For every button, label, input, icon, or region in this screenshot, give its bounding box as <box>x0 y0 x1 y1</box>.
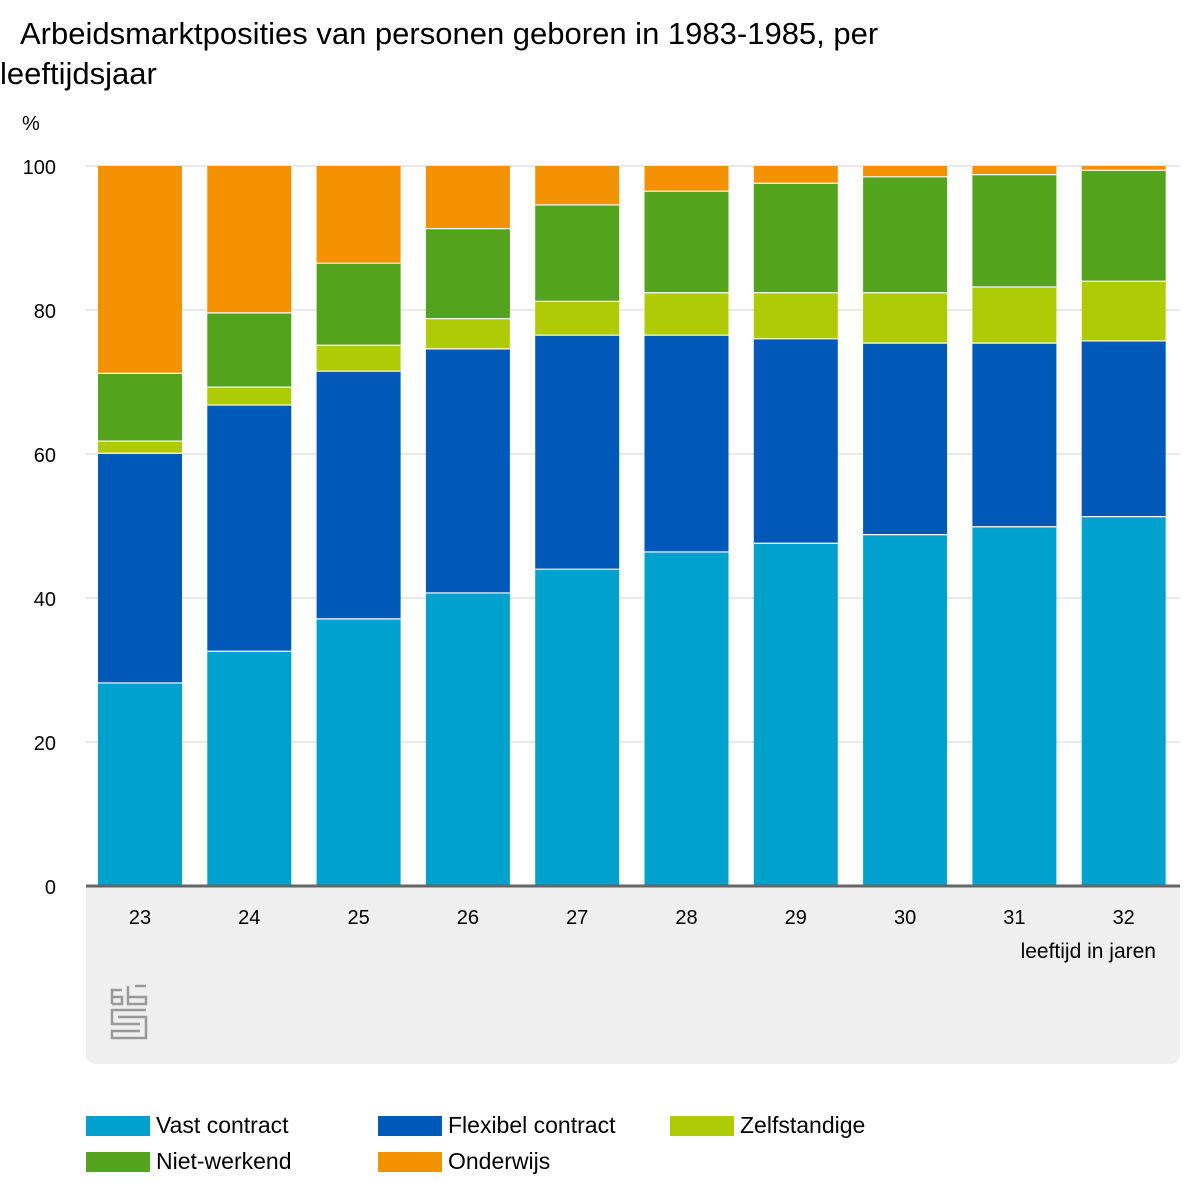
x-tick-label: 24 <box>238 907 260 929</box>
legend-swatch <box>86 1115 150 1136</box>
bar-niet-werkend-24[interactable] <box>207 312 292 388</box>
bar-flexibel-contract-30[interactable] <box>863 343 948 535</box>
x-tick-label: 28 <box>675 907 697 929</box>
bar-niet-werkend-28[interactable] <box>644 191 729 293</box>
bar-flexibel-contract-25[interactable] <box>316 371 401 619</box>
legend-swatch <box>378 1151 442 1172</box>
x-tick-label: 32 <box>1113 907 1135 929</box>
bar-zelfstandige-31[interactable] <box>972 286 1057 344</box>
legend-item-niet-werkend[interactable]: Niet-werkend <box>86 1148 292 1175</box>
bar-zelfstandige-30[interactable] <box>863 292 948 344</box>
legend-label: Flexibel contract <box>448 1112 616 1138</box>
legend-swatch <box>670 1115 734 1136</box>
bar-flexibel-contract-26[interactable] <box>425 348 510 593</box>
bar-vast-contract-23[interactable] <box>98 682 182 886</box>
bar-onderwijs-24[interactable] <box>207 166 292 313</box>
bar-zelfstandige-28[interactable] <box>644 292 729 336</box>
x-axis-label: leeftijd in jaren <box>1021 940 1156 963</box>
bar-stack-25 <box>316 166 401 886</box>
bar-niet-werkend-29[interactable] <box>753 183 838 293</box>
bar-onderwijs-32[interactable] <box>1081 166 1166 171</box>
bar-onderwijs-23[interactable] <box>98 166 182 374</box>
x-tick-label: 23 <box>129 907 151 929</box>
bar-stack-28 <box>644 166 729 886</box>
bar-onderwijs-30[interactable] <box>863 166 948 177</box>
bar-stack-31 <box>972 166 1057 886</box>
bar-stack-32 <box>1081 166 1166 886</box>
legend-label: Zelfstandige <box>740 1112 866 1138</box>
bar-vast-contract-24[interactable] <box>207 651 292 886</box>
legend-swatch <box>86 1151 150 1172</box>
chart-title: Arbeidsmarktposities van personen gebore… <box>0 16 879 91</box>
bar-flexibel-contract-29[interactable] <box>753 338 838 544</box>
cbs-logo <box>110 984 148 1040</box>
bar-niet-werkend-30[interactable] <box>863 176 948 293</box>
bar-onderwijs-26[interactable] <box>425 166 510 229</box>
legend-label: Vast contract <box>156 1112 289 1138</box>
legend-item-onderwijs[interactable]: Onderwijs <box>378 1148 550 1175</box>
y-tick-label: 0 <box>45 877 56 899</box>
bar-vast-contract-28[interactable] <box>644 551 729 886</box>
bar-zelfstandige-27[interactable] <box>535 301 620 336</box>
bar-stack-23 <box>98 166 182 886</box>
legend-label: Onderwijs <box>448 1148 551 1174</box>
bar-flexibel-contract-24[interactable] <box>207 405 292 652</box>
legend-item-vast-contract[interactable]: Vast contract <box>86 1112 289 1139</box>
bar-stack-24 <box>207 166 292 886</box>
bar-zelfstandige-25[interactable] <box>316 345 401 372</box>
y-tick-label: 60 <box>34 445 56 467</box>
y-tick-label: 20 <box>34 733 56 755</box>
bar-niet-werkend-26[interactable] <box>425 228 510 319</box>
x-tick-label: 31 <box>1003 907 1025 929</box>
bar-flexibel-contract-23[interactable] <box>98 453 182 683</box>
bar-onderwijs-25[interactable] <box>316 166 401 264</box>
y-tick-label: 100 <box>23 157 56 179</box>
bar-stack-29 <box>753 166 838 886</box>
bar-onderwijs-27[interactable] <box>535 166 620 205</box>
bar-flexibel-contract-31[interactable] <box>972 343 1057 527</box>
x-tick-label: 27 <box>566 907 588 929</box>
x-tick-label: 26 <box>457 907 479 929</box>
y-axis-label: % <box>22 113 40 135</box>
bar-zelfstandige-32[interactable] <box>1081 281 1166 341</box>
bar-vast-contract-30[interactable] <box>863 534 948 886</box>
x-tick-label: 29 <box>785 907 807 929</box>
bar-niet-werkend-23[interactable] <box>98 373 182 442</box>
bar-vast-contract-25[interactable] <box>316 618 401 886</box>
bar-zelfstandige-23[interactable] <box>98 441 182 454</box>
bar-vast-contract-27[interactable] <box>535 569 620 886</box>
bar-stack-30 <box>863 166 948 886</box>
bar-vast-contract-29[interactable] <box>753 543 838 886</box>
bar-onderwijs-28[interactable] <box>644 166 729 192</box>
y-tick-label: 80 <box>34 301 56 323</box>
bar-vast-contract-32[interactable] <box>1081 516 1166 886</box>
x-tick-label: 30 <box>894 907 916 929</box>
bar-flexibel-contract-27[interactable] <box>535 335 620 570</box>
bar-vast-contract-31[interactable] <box>972 526 1057 886</box>
y-tick-label: 40 <box>34 589 56 611</box>
bar-niet-werkend-25[interactable] <box>316 263 401 346</box>
legend-label: Niet-werkend <box>156 1148 292 1174</box>
bar-stack-26 <box>425 166 510 886</box>
legend-swatch <box>378 1115 442 1136</box>
x-tick-label: 25 <box>347 907 369 929</box>
bar-flexibel-contract-32[interactable] <box>1081 340 1166 517</box>
bar-zelfstandige-24[interactable] <box>207 387 292 406</box>
bar-niet-werkend-31[interactable] <box>972 174 1057 287</box>
x-axis-panel <box>86 886 1180 1064</box>
bar-niet-werkend-32[interactable] <box>1081 170 1166 282</box>
bar-flexibel-contract-28[interactable] <box>644 335 729 552</box>
bar-niet-werkend-27[interactable] <box>535 204 620 302</box>
bar-vast-contract-26[interactable] <box>425 592 510 886</box>
bar-onderwijs-31[interactable] <box>972 166 1057 175</box>
legend-item-flexibel-contract[interactable]: Flexibel contract <box>378 1112 615 1139</box>
bar-zelfstandige-29[interactable] <box>753 292 838 339</box>
bar-zelfstandige-26[interactable] <box>425 318 510 349</box>
bar-stack-27 <box>535 166 620 886</box>
legend-item-zelfstandige[interactable]: Zelfstandige <box>670 1112 865 1139</box>
bar-onderwijs-29[interactable] <box>753 166 838 184</box>
